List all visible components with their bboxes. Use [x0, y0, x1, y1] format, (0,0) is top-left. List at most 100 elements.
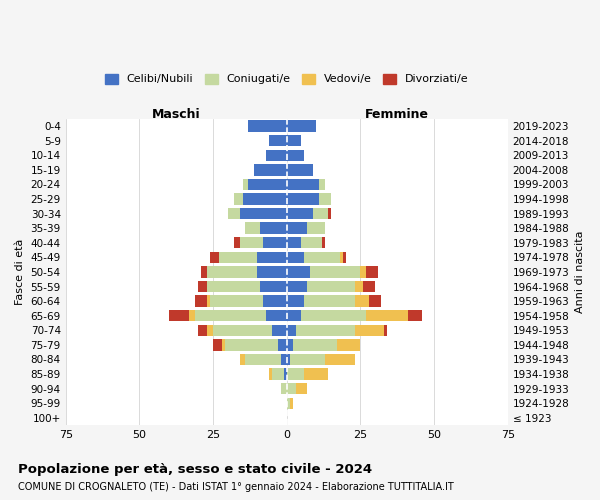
- Y-axis label: Fasce di età: Fasce di età: [15, 239, 25, 305]
- Bar: [248, 120, 287, 132]
- Text: COMUNE DI CROGNALETO (TE) - Dati ISTAT 1° gennaio 2024 - Elaborazione TUTTITALIA: COMUNE DI CROGNALETO (TE) - Dati ISTAT 1…: [18, 482, 454, 492]
- Bar: [287, 135, 301, 146]
- Bar: [328, 208, 331, 220]
- Bar: [199, 281, 207, 292]
- Bar: [233, 237, 239, 248]
- Bar: [281, 354, 287, 365]
- Bar: [207, 324, 213, 336]
- Bar: [384, 324, 387, 336]
- Bar: [369, 296, 381, 307]
- Bar: [287, 281, 307, 292]
- Bar: [260, 281, 287, 292]
- Bar: [343, 252, 346, 263]
- Bar: [301, 310, 367, 322]
- Bar: [287, 178, 319, 190]
- Bar: [233, 194, 242, 204]
- Bar: [304, 252, 340, 263]
- Bar: [284, 368, 287, 380]
- Bar: [340, 252, 343, 263]
- Bar: [242, 194, 287, 204]
- Bar: [319, 194, 331, 204]
- Bar: [219, 252, 257, 263]
- Bar: [307, 281, 355, 292]
- Bar: [296, 324, 355, 336]
- Bar: [287, 368, 304, 380]
- Bar: [222, 339, 225, 350]
- Bar: [322, 237, 325, 248]
- Bar: [266, 310, 287, 322]
- Bar: [287, 120, 316, 132]
- Bar: [407, 310, 422, 322]
- Bar: [239, 208, 287, 220]
- Bar: [367, 266, 378, 278]
- Bar: [281, 383, 287, 394]
- Bar: [287, 194, 319, 204]
- Bar: [266, 150, 287, 161]
- Bar: [290, 354, 325, 365]
- Bar: [254, 164, 287, 175]
- Bar: [248, 178, 287, 190]
- Bar: [213, 339, 222, 350]
- Bar: [257, 266, 287, 278]
- Bar: [242, 178, 248, 190]
- Bar: [287, 266, 310, 278]
- Bar: [287, 252, 304, 263]
- Bar: [301, 237, 322, 248]
- Bar: [287, 383, 296, 394]
- Bar: [210, 252, 219, 263]
- Bar: [319, 178, 325, 190]
- Bar: [269, 135, 287, 146]
- Bar: [287, 296, 304, 307]
- Bar: [304, 368, 328, 380]
- Text: Popolazione per età, sesso e stato civile - 2024: Popolazione per età, sesso e stato civil…: [18, 462, 372, 475]
- Bar: [304, 296, 355, 307]
- Bar: [196, 310, 266, 322]
- Bar: [263, 237, 287, 248]
- Bar: [278, 339, 287, 350]
- Bar: [199, 324, 207, 336]
- Bar: [290, 398, 293, 409]
- Bar: [263, 296, 287, 307]
- Bar: [272, 324, 287, 336]
- Bar: [239, 354, 245, 365]
- Bar: [201, 266, 207, 278]
- Bar: [293, 339, 337, 350]
- Bar: [287, 222, 307, 234]
- Bar: [337, 339, 361, 350]
- Bar: [287, 164, 313, 175]
- Bar: [207, 296, 210, 307]
- Bar: [272, 368, 284, 380]
- Text: Femmine: Femmine: [365, 108, 429, 121]
- Bar: [287, 237, 301, 248]
- Bar: [225, 339, 278, 350]
- Bar: [310, 266, 361, 278]
- Bar: [364, 281, 375, 292]
- Legend: Celibi/Nubili, Coniugati/e, Vedovi/e, Divorziati/e: Celibi/Nubili, Coniugati/e, Vedovi/e, Di…: [100, 69, 473, 89]
- Bar: [287, 339, 293, 350]
- Bar: [245, 222, 260, 234]
- Bar: [169, 310, 190, 322]
- Bar: [287, 398, 290, 409]
- Bar: [361, 266, 367, 278]
- Bar: [287, 150, 304, 161]
- Bar: [207, 281, 260, 292]
- Text: Maschi: Maschi: [152, 108, 200, 121]
- Bar: [196, 296, 207, 307]
- Bar: [239, 237, 263, 248]
- Bar: [313, 208, 328, 220]
- Bar: [269, 368, 272, 380]
- Bar: [367, 310, 407, 322]
- Bar: [307, 222, 325, 234]
- Bar: [245, 354, 281, 365]
- Bar: [190, 310, 196, 322]
- Bar: [287, 208, 313, 220]
- Bar: [287, 310, 301, 322]
- Bar: [257, 252, 287, 263]
- Bar: [325, 354, 355, 365]
- Bar: [213, 324, 272, 336]
- Bar: [355, 281, 364, 292]
- Bar: [287, 324, 296, 336]
- Bar: [355, 324, 384, 336]
- Bar: [287, 354, 290, 365]
- Bar: [296, 383, 307, 394]
